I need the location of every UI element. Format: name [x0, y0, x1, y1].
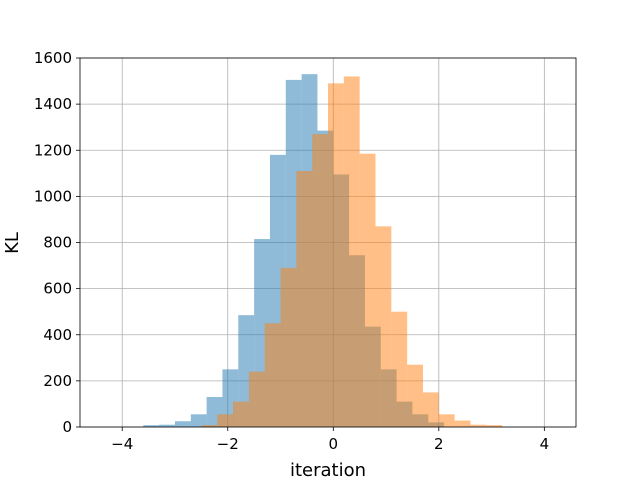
series-1-bar-15	[438, 414, 455, 427]
series-1-bar-6	[296, 171, 313, 427]
series-1-bar-5	[280, 267, 297, 427]
series-1-bar-10	[359, 153, 376, 427]
series-1-bar-18	[486, 425, 503, 427]
series-1-bar-12	[391, 311, 408, 427]
x-axis-label: iteration	[290, 460, 366, 480]
series-0-bar-2	[174, 421, 191, 427]
series-1-bar-16	[454, 420, 471, 427]
y-tick-label-7: 1400	[34, 95, 72, 113]
series-1-bar-0	[201, 425, 218, 427]
y-tick-label-5: 1000	[34, 187, 72, 205]
y-tick-label-0: 0	[62, 418, 72, 436]
series-0-bar-1	[159, 424, 175, 427]
series-1-bar-3	[248, 371, 265, 427]
x-tick-label-0: −4	[111, 435, 133, 453]
y-tick-label-2: 400	[43, 326, 72, 344]
x-tick-label-1: −2	[217, 435, 239, 453]
series-1-bar-11	[375, 226, 392, 427]
series-1-bar-17	[470, 424, 487, 427]
y-axis-label: KL	[2, 232, 23, 254]
y-tick-label-3: 600	[43, 280, 72, 298]
x-tick-label-3: 2	[434, 435, 444, 453]
y-tick-label-1: 200	[43, 372, 72, 390]
x-tick-label-4: 4	[540, 435, 550, 453]
y-tick-label-8: 1600	[34, 49, 72, 67]
series-1-bar-14	[422, 392, 439, 427]
series-1-bar-2	[233, 401, 249, 427]
series-1-bar-9	[343, 76, 360, 427]
series-1-bar-1	[217, 414, 234, 427]
series-1-bar-13	[407, 364, 423, 427]
y-tick-label-6: 1200	[34, 141, 72, 159]
series-0-bar-0	[143, 425, 160, 427]
series-1-bar-8	[328, 83, 344, 428]
bars-layer	[143, 74, 503, 428]
axes-layer: −4 −2 0 2 4 0 200 400 600 800 1000 1200 1400 1600	[34, 49, 577, 453]
x-tick-label-2: 0	[329, 435, 339, 453]
series-1-bar-7	[312, 134, 328, 427]
y-tick-label-4: 800	[43, 234, 72, 252]
series-0-bar-3	[190, 414, 207, 427]
series-1-bar-4	[264, 323, 281, 427]
